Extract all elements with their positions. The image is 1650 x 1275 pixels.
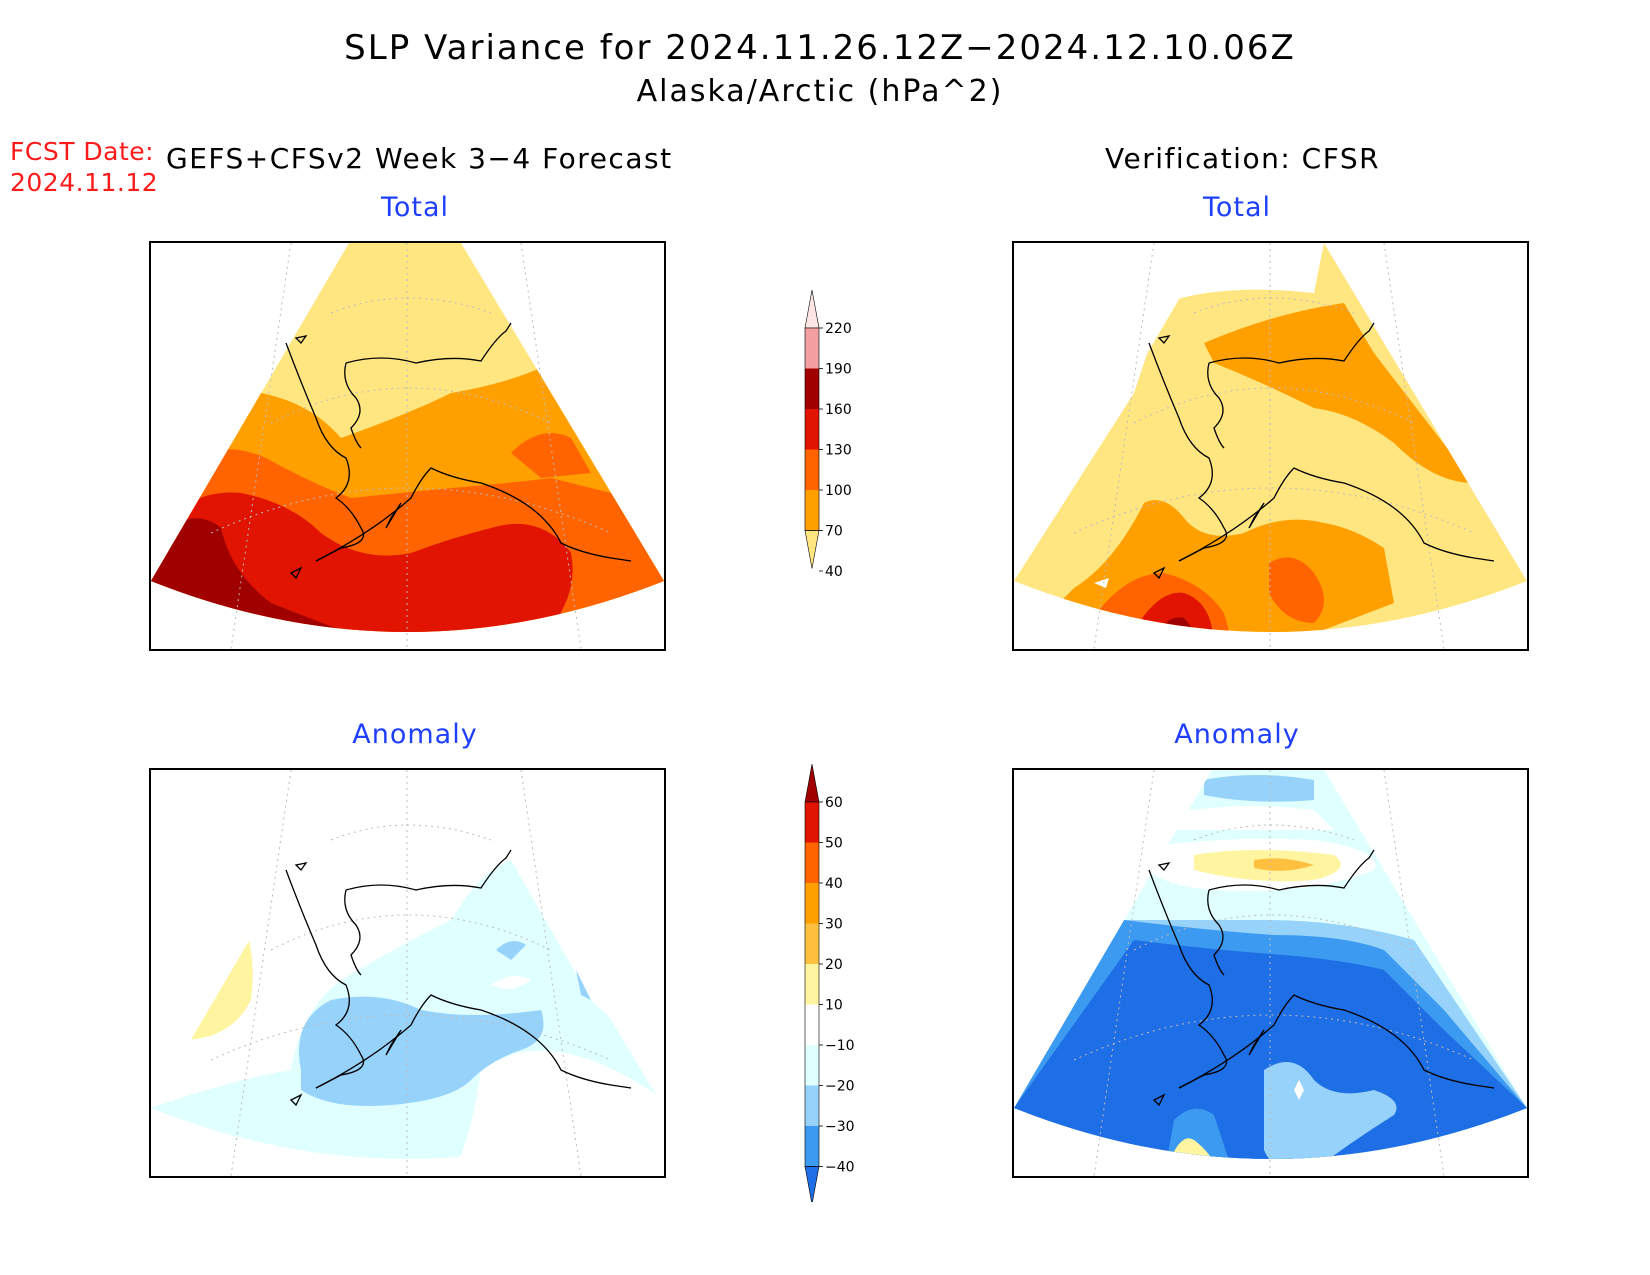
forecast-date-block: FCST Date: 2024.11.12 (10, 136, 158, 198)
colorbar-top-arrow (804, 763, 820, 803)
colorbar-swatch (805, 1045, 819, 1086)
colorbar-tick-label: 190 (825, 362, 852, 378)
verification-anomaly-map (1012, 768, 1529, 1178)
colorbar-tick-label: −30 (825, 1119, 855, 1135)
colorbar-tick-label: 50 (825, 836, 843, 852)
forecast-anomaly-map (149, 768, 666, 1178)
forecast-date-value: 2024.11.12 (10, 168, 159, 197)
colorbar-tick-label: 220 (825, 321, 852, 337)
colorbar-swatch (805, 409, 819, 450)
forecast-date-label: FCST Date: (10, 137, 155, 166)
colorbar-swatch (805, 368, 819, 409)
colorbar-tick-label: −20 (825, 1079, 855, 1095)
verification-total-title: Total (1202, 192, 1272, 223)
colorbar-top-arrow (804, 289, 820, 329)
verification-anomaly-title: Anomaly (1174, 719, 1300, 750)
chart-title: SLP Variance for 2024.11.26.12Z−2024.12.… (344, 28, 1296, 68)
colorbar-swatch (805, 328, 819, 369)
colorbar-tick-label: 10 (825, 998, 843, 1014)
colorbar-swatch (805, 449, 819, 490)
colorbar-swatch (805, 883, 819, 924)
forecast-anomaly-title: Anomaly (352, 719, 478, 750)
colorbar-swatch (805, 490, 819, 531)
colorbar-swatch (805, 923, 819, 964)
forecast-model-header: GEFS+CFSv2 Week 3−4 Forecast (166, 142, 673, 175)
colorbar-tick-label: −10 (825, 1038, 855, 1054)
colorbar-bottom-arrow (804, 1166, 820, 1202)
colorbar-swatch (805, 1085, 819, 1126)
colorbar-tick-label: 100 (825, 483, 852, 499)
colorbar-swatch (805, 1004, 819, 1045)
verification-header: Verification: CFSR (1105, 142, 1381, 175)
colorbar-swatch (805, 842, 819, 883)
colorbar-tick-label: −40 (825, 1160, 855, 1176)
colorbar-tick-label: 30 (825, 917, 843, 933)
colorbar-tick-label: 70 (825, 524, 843, 540)
colorbar-tick-label: 40 (825, 876, 843, 892)
colorbar-tick-label: 160 (825, 402, 852, 418)
colorbar-tick-label: 60 (825, 795, 843, 811)
colorbar-tick-label: 20 (825, 957, 843, 973)
colorbar-tick-label: 130 (825, 443, 852, 459)
colorbar-swatch (805, 802, 819, 843)
colorbar-tick-label: 40 (825, 564, 843, 580)
colorbar-swatch (805, 1126, 819, 1167)
colorbar-anomaly: 60 50 40 30 20 10 −10 −20 −30 −40 (804, 763, 855, 1202)
coastline-outline (285, 322, 632, 580)
coastline-outline (1148, 322, 1495, 580)
forecast-total-map (149, 241, 666, 651)
coastline-outline (1148, 849, 1495, 1107)
colorbar-swatch (805, 964, 819, 1005)
verification-total-map (1012, 241, 1529, 651)
chart-subtitle: Alaska/Arctic (hPa^2) (636, 74, 1004, 109)
forecast-total-title: Total (380, 192, 450, 223)
colorbar-bottom-arrow (804, 530, 820, 569)
coastline-outline (285, 849, 632, 1107)
colorbar-total: 220 190 160 130 100 70 40 (804, 289, 852, 580)
